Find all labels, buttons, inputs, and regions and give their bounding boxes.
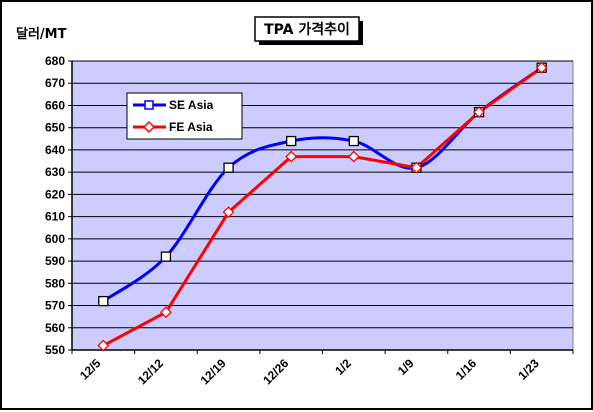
x-tick-label: 12/12 <box>135 356 166 387</box>
data-point-se-asia <box>286 135 297 147</box>
data-point-se-asia <box>223 162 234 173</box>
y-tick-label: 680 <box>45 54 65 68</box>
legend: SE Asia FE Asia <box>126 92 243 140</box>
x-tick-label: 12/26 <box>260 356 291 387</box>
y-tick-label: 590 <box>45 254 65 268</box>
data-point-fe-asia <box>347 150 360 163</box>
y-tick-label: 610 <box>45 210 65 224</box>
data-point-fe-asia <box>473 106 485 119</box>
chart-title-box: TPA 가격추이 <box>254 16 363 45</box>
y-tick-label: 670 <box>45 76 65 90</box>
y-tick-label: 570 <box>45 299 65 313</box>
y-tick-label: 580 <box>45 276 65 290</box>
y-tick-label: 660 <box>45 98 65 112</box>
legend-marker-fe-asia <box>142 120 156 134</box>
x-tick-label: 1/16 <box>453 356 480 383</box>
data-point-se-asia <box>348 135 359 147</box>
data-point-fe-asia <box>285 150 298 163</box>
x-tick-label: 1/23 <box>515 356 542 383</box>
y-tick-label: 560 <box>45 321 65 335</box>
x-tick-label: 12/19 <box>198 356 229 387</box>
x-tick-label: 12/5 <box>77 356 104 383</box>
x-axis: 12/5 12/12 12/19 12/26 1/2 1/9 1/16 1/23 <box>71 349 574 387</box>
data-point-se-asia <box>160 251 172 262</box>
data-point-fe-asia <box>160 306 172 319</box>
y-tick-label: 630 <box>45 165 65 179</box>
x-tick-label: 1/2 <box>332 356 354 378</box>
data-point-fe-asia <box>410 161 423 174</box>
x-tick-label: 1/9 <box>395 356 417 378</box>
series-lines <box>102 66 543 347</box>
y-tick-label: 620 <box>45 187 65 201</box>
y-tick-label: 600 <box>45 232 65 246</box>
legend-label-se-asia: SE Asia <box>169 98 214 112</box>
data-point-fe-asia <box>97 339 110 352</box>
legend-label-fe-asia: FE Asia <box>169 120 213 134</box>
chart-title: TPA 가격추이 <box>264 21 350 38</box>
data-point-fe-asia <box>222 206 235 219</box>
legend-marker-se-asia <box>144 100 154 110</box>
series-line-fe-asia <box>102 66 543 347</box>
y-tick-label: 650 <box>45 121 65 135</box>
y-axis: 550 560 570 580 590 600 610 620 630 640 650 660 670 6… <box>45 54 73 357</box>
series-markers <box>97 61 548 352</box>
y-tick-label: 640 <box>45 143 65 157</box>
data-point-fe-asia <box>535 61 548 74</box>
y-axis-unit-label: 달러/MT <box>16 26 67 42</box>
y-tick-label: 550 <box>45 343 65 357</box>
data-point-se-asia <box>98 295 109 307</box>
